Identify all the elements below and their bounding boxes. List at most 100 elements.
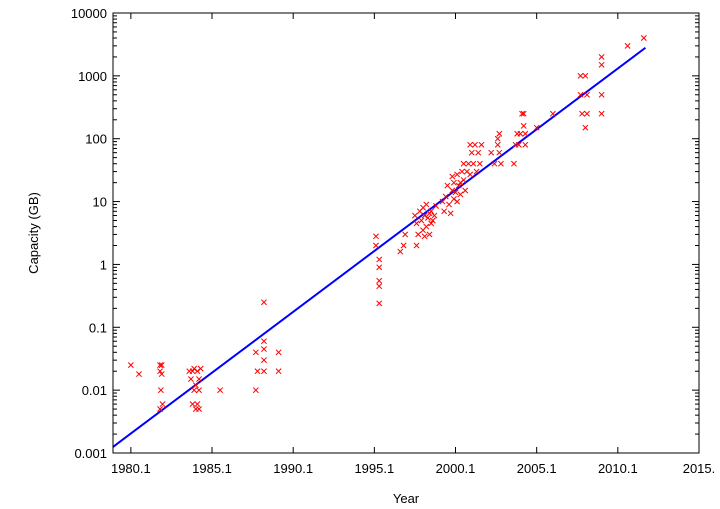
data-point: [584, 110, 590, 117]
data-point: [136, 371, 142, 378]
data-point: [376, 277, 383, 284]
data-point: [423, 223, 430, 230]
data-point: [446, 201, 452, 208]
data-point: [428, 220, 435, 227]
data-point: [423, 201, 430, 208]
data-point: [275, 349, 282, 356]
data-point: [192, 382, 199, 389]
data-point: [449, 187, 456, 194]
y-tick-label: 1000: [78, 69, 107, 84]
data-point: [472, 141, 478, 148]
data-point: [376, 264, 383, 271]
data-point: [433, 203, 439, 209]
y-tick-label: 10: [93, 195, 107, 210]
x-tick-label: 2005.1: [517, 461, 557, 476]
data-point: [577, 91, 584, 98]
data-point: [519, 110, 526, 117]
data-point: [158, 371, 165, 378]
data-point: [261, 299, 267, 306]
data-point: [454, 171, 461, 178]
data-point: [418, 217, 425, 224]
data-point: [462, 187, 469, 194]
y-axis: 0.001 0.01 0.1 1 10 100 1000 10000: [71, 6, 699, 461]
x-tick-label: 1995.1: [354, 461, 394, 476]
data-point: [577, 72, 584, 79]
data-point: [157, 406, 164, 413]
y-tick-label: 0.1: [89, 320, 107, 335]
data-point: [421, 212, 428, 219]
data-point: [252, 349, 259, 356]
data-point: [376, 300, 383, 307]
data-point: [431, 212, 438, 219]
fit-layer: [112, 46, 647, 448]
data-point: [447, 210, 454, 217]
y-tick-label: 10000: [71, 6, 107, 21]
x-tick-label: 1985.1: [192, 461, 232, 476]
data-point: [191, 365, 198, 372]
data-point: [449, 173, 456, 180]
data-point: [522, 141, 529, 148]
data-point: [413, 242, 420, 249]
data-point: [376, 283, 383, 290]
data-point: [397, 248, 404, 255]
data-point: [478, 141, 485, 148]
data-point: [191, 387, 198, 394]
data-points: [127, 35, 647, 413]
data-point: [510, 160, 517, 167]
data-point: [533, 124, 540, 131]
data-point: [517, 130, 524, 137]
data-point: [468, 149, 475, 156]
data-point: [476, 160, 483, 167]
data-point: [194, 401, 201, 408]
data-point: [421, 233, 428, 240]
data-point: [450, 179, 457, 186]
data-point: [454, 198, 461, 205]
data-point: [261, 368, 267, 375]
data-point: [515, 141, 522, 148]
data-point: [584, 91, 590, 98]
data-point: [252, 387, 259, 394]
data-point: [429, 217, 436, 224]
data-point: [459, 168, 465, 175]
data-point: [473, 168, 480, 175]
data-point: [411, 212, 418, 219]
data-point: [261, 346, 267, 353]
data-point: [196, 387, 202, 394]
data-point: [467, 171, 474, 178]
data-point: [640, 35, 647, 41]
data-point: [491, 160, 498, 167]
data-point: [196, 376, 202, 383]
data-point: [444, 182, 451, 189]
data-point: [579, 110, 586, 117]
data-point: [520, 110, 527, 117]
data-point: [475, 149, 482, 156]
data-point: [598, 53, 605, 60]
data-point: [598, 110, 605, 117]
data-point: [415, 231, 422, 238]
data-point: [376, 256, 383, 263]
data-point: [158, 362, 165, 369]
y-tick-label: 100: [85, 132, 107, 147]
data-point: [127, 362, 134, 369]
data-point: [465, 160, 472, 167]
data-point: [549, 110, 556, 117]
data-point: [470, 160, 477, 167]
data-point: [598, 91, 605, 98]
data-point: [197, 365, 204, 372]
data-point: [424, 214, 431, 221]
data-point: [413, 220, 420, 227]
x-tick-label: 1990.1: [273, 461, 313, 476]
y-tick-label: 1: [100, 257, 107, 272]
data-point: [494, 135, 501, 142]
data-point: [522, 130, 529, 137]
data-point: [498, 160, 504, 167]
data-point: [467, 141, 474, 148]
data-point: [496, 130, 503, 137]
data-point: [520, 122, 527, 129]
data-point: [254, 368, 261, 375]
data-point: [457, 191, 464, 198]
plot-frame: [112, 12, 700, 454]
data-point: [261, 357, 267, 364]
x-tick-label: 1980.1: [111, 461, 151, 476]
